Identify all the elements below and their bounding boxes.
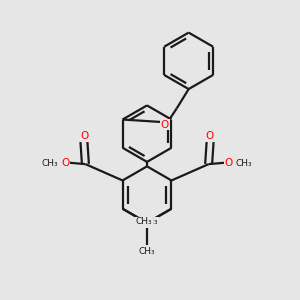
Text: CH₃: CH₃ [136,217,152,226]
Text: CH₃: CH₃ [41,159,58,168]
Text: O: O [225,158,233,168]
Text: O: O [80,131,89,142]
Text: CH₃: CH₃ [139,247,155,256]
Text: CH₃: CH₃ [142,217,158,226]
Text: O: O [206,131,214,142]
Text: CH₃: CH₃ [236,159,253,168]
Text: O: O [161,120,169,130]
Text: O: O [61,158,69,168]
Text: N: N [142,218,152,228]
